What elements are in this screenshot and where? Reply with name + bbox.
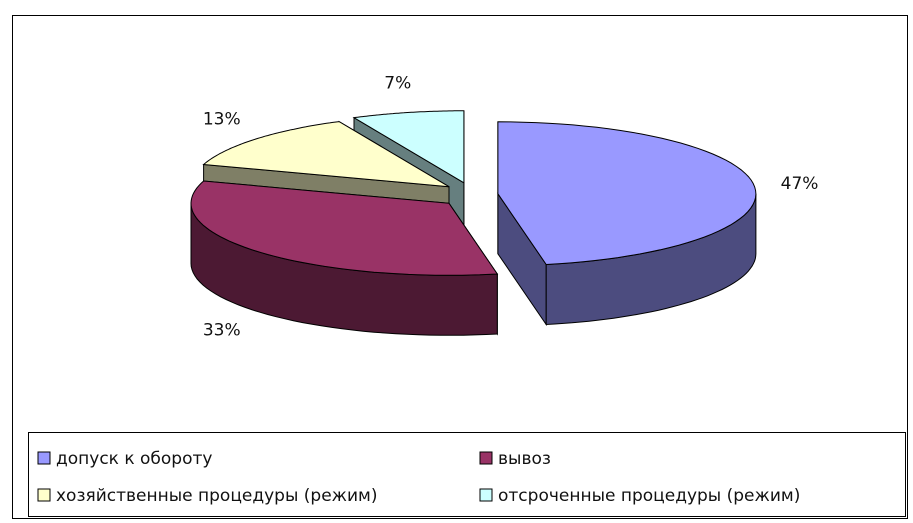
slice xyxy=(352,110,465,184)
legend-swatch xyxy=(37,451,51,465)
legend-swatch xyxy=(37,488,51,502)
legend-label: хозяйственные процедуры (режим) xyxy=(56,486,378,506)
data-label: 7% xyxy=(384,73,411,93)
data-label: 33% xyxy=(203,321,241,341)
legend-label: отсроченные процедуры (режим) xyxy=(498,486,800,506)
slice xyxy=(497,121,757,266)
slice xyxy=(190,180,499,276)
legend-swatch xyxy=(479,488,493,502)
slice xyxy=(202,121,450,188)
legend-label: допуск к обороту xyxy=(56,449,212,469)
legend-label: вывоз xyxy=(498,449,551,469)
data-label: 13% xyxy=(203,109,241,129)
legend-box xyxy=(28,432,906,517)
legend-swatch xyxy=(479,451,493,465)
data-label: 47% xyxy=(781,174,819,194)
